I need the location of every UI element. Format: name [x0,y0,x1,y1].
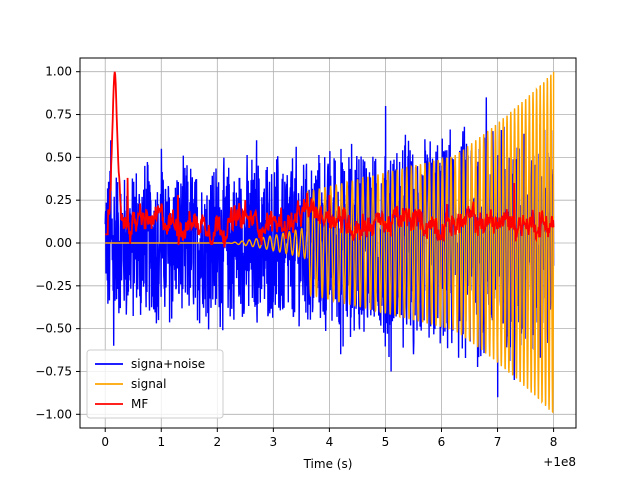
legend-label: MF [131,397,148,411]
x-tick-label: 8 [550,435,558,449]
y-tick-label: −0.50 [35,322,72,336]
x-tick-label: 2 [213,435,221,449]
y-tick-label: 0.75 [45,108,72,122]
series-mf-line [105,71,555,248]
y-tick-label: 0.25 [45,193,72,207]
x-axis-label: Time (s) [303,457,353,471]
legend-label: signal [131,377,167,391]
y-tick-label: −0.25 [35,279,72,293]
series-layer [104,71,555,414]
x-tick-label: 4 [326,435,334,449]
x-tick-label: 6 [438,435,446,449]
legend-label: signa+noise [131,357,205,371]
ticks: 0 1 2 3 4 5 6 7 8 −1.00 −0.75 −0.50 −0.25 0.00 0.25 0.5… [35,65,557,449]
x-offset-label: +1e8 [543,455,576,469]
x-tick-label: 5 [382,435,390,449]
legend: signa+noise signal MF [86,349,224,419]
y-tick-label: 0.50 [45,150,72,164]
x-tick-label: 3 [270,435,278,449]
legend-box [86,349,224,419]
y-tick-label: −0.75 [35,364,72,378]
y-tick-label: 0.00 [45,236,72,250]
x-tick-label: 1 [157,435,165,449]
y-tick-label: 1.00 [45,65,72,79]
y-tick-label: −1.00 [35,407,72,421]
x-tick-label: 0 [101,435,109,449]
x-tick-label: 7 [494,435,502,449]
